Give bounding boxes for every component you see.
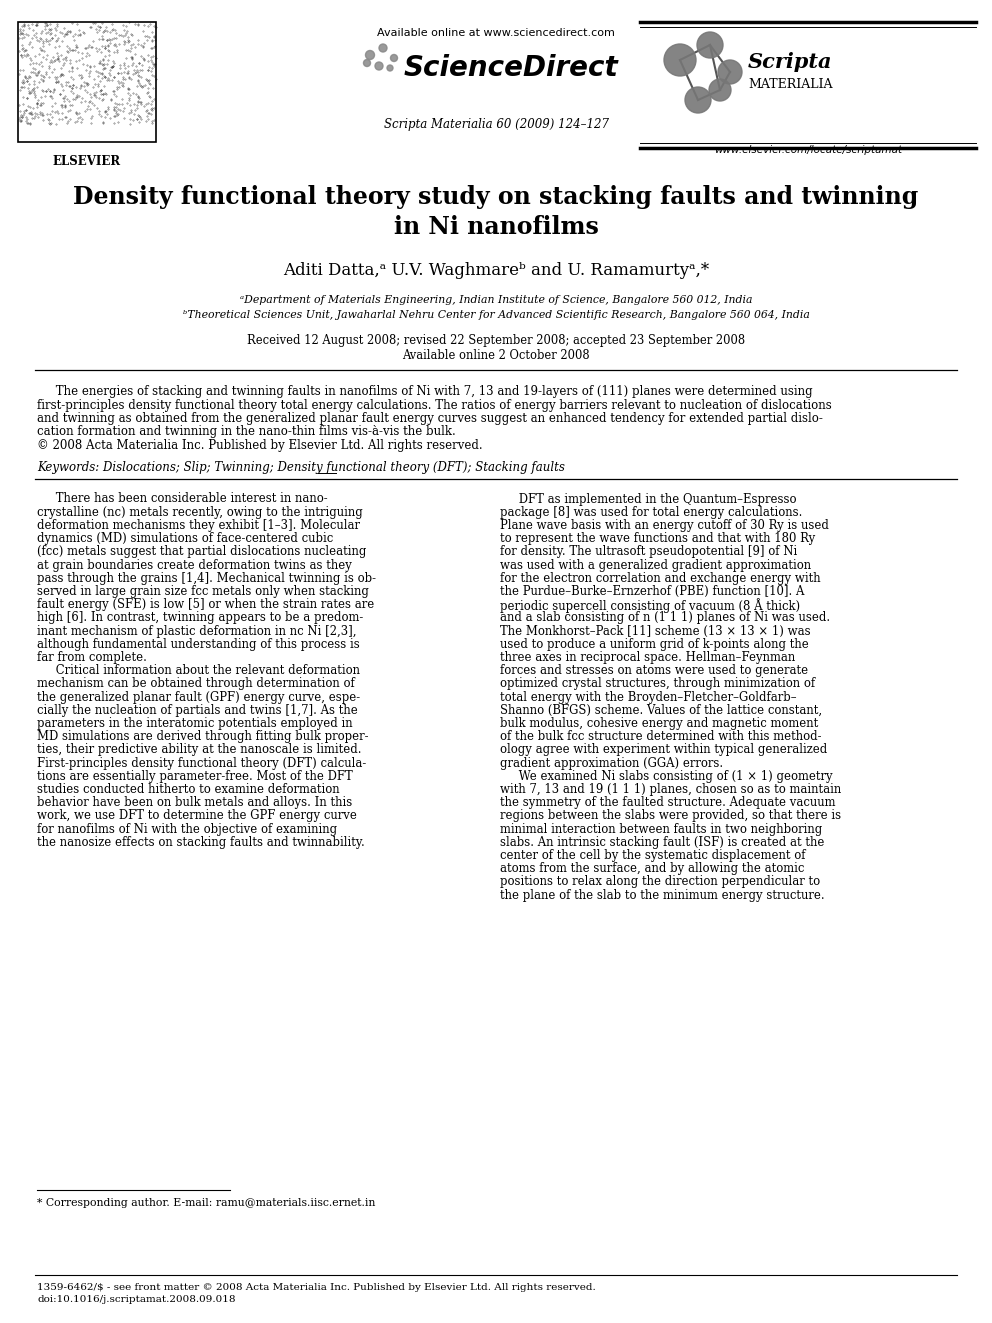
Text: positions to relax along the direction perpendicular to: positions to relax along the direction p… (500, 876, 820, 888)
Circle shape (709, 79, 731, 101)
Circle shape (375, 62, 383, 70)
Text: DFT as implemented in the Quantum–Espresso: DFT as implemented in the Quantum–Espres… (500, 492, 797, 505)
Text: (fcc) metals suggest that partial dislocations nucleating: (fcc) metals suggest that partial disloc… (37, 545, 366, 558)
Text: Available online 2 October 2008: Available online 2 October 2008 (402, 349, 590, 363)
Text: of the bulk fcc structure determined with this method-: of the bulk fcc structure determined wit… (500, 730, 821, 744)
Text: to represent the wave functions and that with 180 Ry: to represent the wave functions and that… (500, 532, 815, 545)
Text: far from complete.: far from complete. (37, 651, 147, 664)
Circle shape (365, 50, 375, 60)
Text: MD simulations are derived through fitting bulk proper-: MD simulations are derived through fitti… (37, 730, 368, 744)
Text: ᵃDepartment of Materials Engineering, Indian Institute of Science, Bangalore 560: ᵃDepartment of Materials Engineering, In… (240, 295, 752, 306)
Text: high [6]. In contrast, twinning appears to be a predom-: high [6]. In contrast, twinning appears … (37, 611, 363, 624)
Text: used to produce a uniform grid of k-points along the: used to produce a uniform grid of k-poin… (500, 638, 808, 651)
Text: Critical information about the relevant deformation: Critical information about the relevant … (37, 664, 360, 677)
Text: ELSEVIER: ELSEVIER (53, 155, 121, 168)
Text: www.elsevier.com/locate/scriptamat: www.elsevier.com/locate/scriptamat (714, 146, 902, 155)
Text: The energies of stacking and twinning faults in nanofilms of Ni with 7, 13 and 1: The energies of stacking and twinning fa… (37, 385, 812, 398)
Text: in Ni nanofilms: in Ni nanofilms (394, 216, 598, 239)
Text: for density. The ultrasoft pseudopotential [9] of Ni: for density. The ultrasoft pseudopotenti… (500, 545, 798, 558)
Text: Scripta Materialia 60 (2009) 124–127: Scripta Materialia 60 (2009) 124–127 (384, 118, 608, 131)
Text: doi:10.1016/j.scriptamat.2008.09.018: doi:10.1016/j.scriptamat.2008.09.018 (37, 1295, 235, 1304)
Circle shape (391, 54, 398, 61)
Circle shape (685, 87, 711, 112)
Text: center of the cell by the systematic displacement of: center of the cell by the systematic dis… (500, 849, 806, 861)
Text: the generalized planar fault (GPF) energy curve, espe-: the generalized planar fault (GPF) energ… (37, 691, 360, 704)
Text: ScienceDirect: ScienceDirect (404, 54, 618, 82)
Text: served in large grain size fcc metals only when stacking: served in large grain size fcc metals on… (37, 585, 369, 598)
Text: Scripta: Scripta (748, 52, 832, 71)
Text: 1359-6462/$ - see front matter © 2008 Acta Materialia Inc. Published by Elsevier: 1359-6462/$ - see front matter © 2008 Ac… (37, 1283, 596, 1293)
Text: periodic supercell consisting of vacuum (8 Å thick): periodic supercell consisting of vacuum … (500, 598, 801, 613)
Text: forces and stresses on atoms were used to generate: forces and stresses on atoms were used t… (500, 664, 808, 677)
Text: regions between the slabs were provided, so that there is: regions between the slabs were provided,… (500, 810, 841, 823)
Text: atoms from the surface, and by allowing the atomic: atoms from the surface, and by allowing … (500, 863, 805, 875)
Text: although fundamental understanding of this process is: although fundamental understanding of th… (37, 638, 360, 651)
Text: studies conducted hitherto to examine deformation: studies conducted hitherto to examine de… (37, 783, 339, 796)
Text: bulk modulus, cohesive energy and magnetic moment: bulk modulus, cohesive energy and magnet… (500, 717, 818, 730)
Text: ᵇTheoretical Sciences Unit, Jawaharlal Nehru Center for Advanced Scientific Rese: ᵇTheoretical Sciences Unit, Jawaharlal N… (183, 310, 809, 320)
Text: pass through the grains [1,4]. Mechanical twinning is ob-: pass through the grains [1,4]. Mechanica… (37, 572, 376, 585)
Text: package [8] was used for total energy calculations.: package [8] was used for total energy ca… (500, 505, 803, 519)
Text: The Monkhorst–Pack [11] scheme (13 × 13 × 1) was: The Monkhorst–Pack [11] scheme (13 × 13 … (500, 624, 810, 638)
Text: with 7, 13 and 19 (1 1 1) planes, chosen so as to maintain: with 7, 13 and 19 (1 1 1) planes, chosen… (500, 783, 841, 796)
Circle shape (387, 65, 393, 71)
Text: cially the nucleation of partials and twins [1,7]. As the: cially the nucleation of partials and tw… (37, 704, 358, 717)
Circle shape (664, 44, 696, 75)
Text: There has been considerable interest in nano-: There has been considerable interest in … (37, 492, 327, 505)
Text: the nanosize effects on stacking faults and twinnability.: the nanosize effects on stacking faults … (37, 836, 365, 848)
Text: Plane wave basis with an energy cutoff of 30 Ry is used: Plane wave basis with an energy cutoff o… (500, 519, 829, 532)
Text: We examined Ni slabs consisting of (1 × 1) geometry: We examined Ni slabs consisting of (1 × … (500, 770, 832, 783)
Text: Available online at www.sciencedirect.com: Available online at www.sciencedirect.co… (377, 28, 615, 38)
Text: Keywords: Dislocations; Slip; Twinning; Density functional theory (DFT); Stackin: Keywords: Dislocations; Slip; Twinning; … (37, 460, 564, 474)
Text: cation formation and twinning in the nano-thin films vis-à-vis the bulk.: cation formation and twinning in the nan… (37, 426, 455, 438)
Text: © 2008 Acta Materialia Inc. Published by Elsevier Ltd. All rights reserved.: © 2008 Acta Materialia Inc. Published by… (37, 439, 483, 452)
Text: tions are essentially parameter-free. Most of the DFT: tions are essentially parameter-free. Mo… (37, 770, 353, 783)
Text: first-principles density functional theory total energy calculations. The ratios: first-principles density functional theo… (37, 398, 831, 411)
Text: at grain boundaries create deformation twins as they: at grain boundaries create deformation t… (37, 558, 352, 572)
Text: and twinning as obtained from the generalized planar fault energy curves suggest: and twinning as obtained from the genera… (37, 411, 823, 425)
Text: for nanofilms of Ni with the objective of examining: for nanofilms of Ni with the objective o… (37, 823, 337, 836)
Circle shape (379, 44, 387, 52)
Text: deformation mechanisms they exhibit [1–3]. Molecular: deformation mechanisms they exhibit [1–3… (37, 519, 360, 532)
Text: was used with a generalized gradient approximation: was used with a generalized gradient app… (500, 558, 811, 572)
Bar (18, 22, 156, 142)
Text: Aditi Datta,ᵃ U.V. Waghmareᵇ and U. Ramamurtyᵃ,*: Aditi Datta,ᵃ U.V. Waghmareᵇ and U. Rama… (283, 262, 709, 279)
Text: ology agree with experiment within typical generalized: ology agree with experiment within typic… (500, 744, 827, 757)
Text: ties, their predictive ability at the nanoscale is limited.: ties, their predictive ability at the na… (37, 744, 361, 757)
Text: inant mechanism of plastic deformation in nc Ni [2,3],: inant mechanism of plastic deformation i… (37, 624, 356, 638)
Text: and a slab consisting of n (1 1 1) planes of Ni was used.: and a slab consisting of n (1 1 1) plane… (500, 611, 830, 624)
Circle shape (697, 32, 723, 58)
Text: work, we use DFT to determine the GPF energy curve: work, we use DFT to determine the GPF en… (37, 810, 357, 823)
Text: fault energy (SFE) is low [5] or when the strain rates are: fault energy (SFE) is low [5] or when th… (37, 598, 374, 611)
Text: Shanno (BFGS) scheme. Values of the lattice constant,: Shanno (BFGS) scheme. Values of the latt… (500, 704, 822, 717)
Text: Density functional theory study on stacking faults and twinning: Density functional theory study on stack… (73, 185, 919, 209)
Text: Received 12 August 2008; revised 22 September 2008; accepted 23 September 2008: Received 12 August 2008; revised 22 Sept… (247, 333, 745, 347)
Text: MATERIALIA: MATERIALIA (748, 78, 832, 91)
Circle shape (718, 60, 742, 83)
Text: the symmetry of the faulted structure. Adequate vacuum: the symmetry of the faulted structure. A… (500, 796, 835, 810)
Text: * Corresponding author. E-mail: ramu@materials.iisc.ernet.in: * Corresponding author. E-mail: ramu@mat… (37, 1199, 375, 1208)
Text: three axes in reciprocal space. Hellman–Feynman: three axes in reciprocal space. Hellman–… (500, 651, 796, 664)
Text: behavior have been on bulk metals and alloys. In this: behavior have been on bulk metals and al… (37, 796, 352, 810)
Text: minimal interaction between faults in two neighboring: minimal interaction between faults in tw… (500, 823, 822, 836)
Text: First-principles density functional theory (DFT) calcula-: First-principles density functional theo… (37, 757, 366, 770)
Text: total energy with the Broyden–Fletcher–Goldfarb–: total energy with the Broyden–Fletcher–G… (500, 691, 797, 704)
Text: slabs. An intrinsic stacking fault (ISF) is created at the: slabs. An intrinsic stacking fault (ISF)… (500, 836, 824, 848)
Text: parameters in the interatomic potentials employed in: parameters in the interatomic potentials… (37, 717, 352, 730)
Text: mechanism can be obtained through determination of: mechanism can be obtained through determ… (37, 677, 355, 691)
Text: optimized crystal structures, through minimization of: optimized crystal structures, through mi… (500, 677, 815, 691)
Text: crystalline (nc) metals recently, owing to the intriguing: crystalline (nc) metals recently, owing … (37, 505, 363, 519)
Circle shape (363, 60, 370, 66)
Text: for the electron correlation and exchange energy with: for the electron correlation and exchang… (500, 572, 820, 585)
Text: gradient approximation (GGA) errors.: gradient approximation (GGA) errors. (500, 757, 723, 770)
Text: the plane of the slab to the minimum energy structure.: the plane of the slab to the minimum ene… (500, 889, 824, 901)
Text: dynamics (MD) simulations of face-centered cubic: dynamics (MD) simulations of face-center… (37, 532, 333, 545)
Text: the Purdue–Burke–Ernzerhof (PBE) function [10]. A: the Purdue–Burke–Ernzerhof (PBE) functio… (500, 585, 805, 598)
